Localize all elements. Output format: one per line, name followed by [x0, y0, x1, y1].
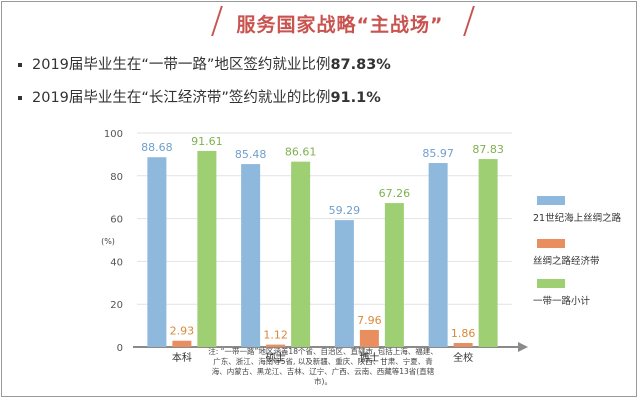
title-block: 服务国家战略“主战场” — [200, 6, 485, 40]
bar — [172, 340, 192, 347]
x-tick-label: 全校 — [453, 351, 473, 364]
bullet-dot-icon — [18, 96, 22, 100]
bar — [478, 159, 498, 347]
data-label: 1.86 — [451, 327, 476, 340]
data-label: 85.48 — [235, 148, 267, 161]
legend-swatch — [537, 196, 565, 205]
legend-swatch — [537, 239, 565, 248]
bar — [266, 344, 286, 347]
legend-swatch — [537, 279, 565, 288]
legend-label: 一带一路小计 — [533, 295, 591, 307]
bullet-text: 2019届毕业生在“长江经济带”签约就业的比例 — [32, 90, 331, 106]
data-label: 87.83 — [472, 143, 504, 156]
bullet-yangtze: 2019届毕业生在“长江经济带”签约就业的比例91.1% — [18, 86, 381, 107]
y-tick-label: 40 — [110, 257, 123, 268]
data-label: 85.97 — [422, 147, 454, 160]
y-tick-label: 0 — [117, 343, 123, 354]
legend-label: 丝绸之路经济带 — [533, 255, 600, 267]
y-tick-label: 80 — [110, 172, 123, 183]
x-axis-arrow-icon — [518, 342, 528, 352]
data-label: 86.61 — [285, 146, 317, 159]
bullet-value: 91.1% — [330, 90, 381, 106]
data-label: 7.96 — [357, 314, 382, 327]
bar — [197, 150, 217, 347]
x-tick-label: 硕士 — [266, 351, 286, 364]
legend-label: 21世纪海上丝绸之路 — [533, 212, 622, 224]
data-label: 91.61 — [191, 135, 223, 148]
x-tick-label: 博士 — [359, 351, 379, 364]
y-tick-label: 20 — [110, 300, 123, 311]
bullet-belt-road: 2019届毕业生在“一带一路”地区签约就业比例87.83% — [18, 53, 391, 74]
y-tick-label: 100 — [104, 129, 123, 140]
data-label: 1.12 — [263, 329, 288, 342]
bullet-text: 2019届毕业生在“一带一路”地区签约就业比例 — [32, 57, 331, 73]
slide-title: 服务国家战略“主战场” — [236, 14, 444, 36]
x-tick-label: 本科 — [172, 351, 192, 364]
data-label: 88.68 — [141, 141, 173, 154]
bar — [453, 343, 473, 347]
bar — [384, 203, 404, 347]
bar — [359, 329, 379, 347]
bar — [334, 220, 354, 347]
bullet-value: 87.83% — [330, 57, 391, 73]
bar — [428, 163, 448, 347]
data-label: 2.93 — [170, 325, 195, 338]
bullet-dot-icon — [18, 63, 22, 67]
chart-footnote: 注: “一带一路”地区涵盖18个省、自治区、直辖市, 包括上海、福建、广东、浙江… — [208, 347, 438, 386]
data-label: 59.29 — [329, 204, 361, 217]
data-label: 67.26 — [379, 187, 411, 200]
bar — [147, 157, 167, 347]
bar — [241, 164, 261, 347]
bar — [291, 161, 311, 347]
y-tick-label: 60 — [110, 215, 123, 226]
y-axis-label: (%) — [101, 237, 115, 246]
